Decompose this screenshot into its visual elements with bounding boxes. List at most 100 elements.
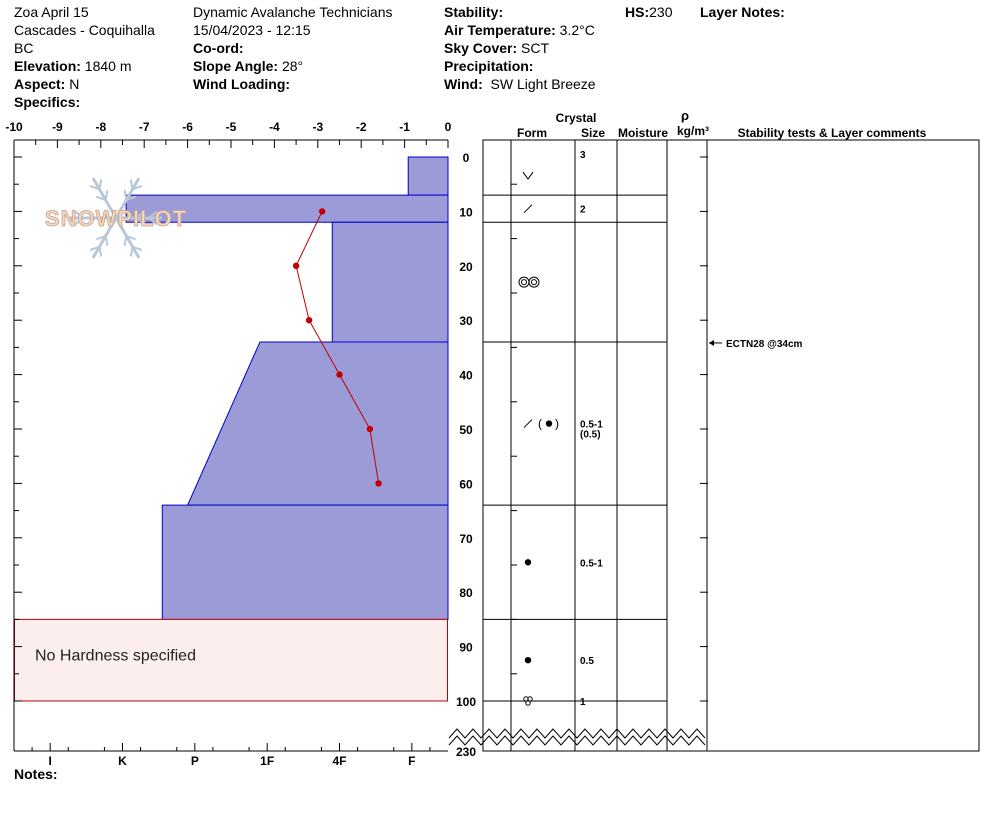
specifics: Specifics: [14, 94, 81, 110]
layer-size-5: 0.5 [580, 656, 594, 667]
depth-break-zigzag-bottom [448, 735, 706, 746]
snowflake-branch [104, 235, 109, 246]
temperature-point-5 [375, 480, 382, 487]
hardness-layer-2 [331, 221, 449, 343]
snowflake-branch [132, 245, 143, 252]
melt-freeze-crust-icon [528, 276, 540, 288]
elevation: Elevation: 1840 m [14, 58, 132, 74]
precipitation: Precipitation: [444, 58, 534, 74]
snowflake-arm-5 [114, 177, 141, 219]
layer-table: Crystal Form Size Moisture ρkg/m³ Stability t… [448, 108, 980, 752]
melt-freeze-crust-icon [531, 279, 537, 286]
layer-size-0: 3 [580, 150, 586, 161]
region: BC [14, 40, 34, 56]
axes: -10 -9 -8 -7 -6 -5 -4 -3 -2 -1 0I K P 1F 4F F0102030405… [5, 120, 708, 768]
temperature-point-1 [292, 262, 300, 269]
col-header-crystal: Crystal [556, 111, 597, 125]
snowflake-branch [87, 210, 96, 219]
snowflake-branch [132, 184, 143, 191]
snowflake-arm-4 [91, 177, 118, 219]
snowflake-arm-1 [114, 217, 141, 259]
paren-close: ) [555, 417, 559, 431]
layer-size-1: 2 [580, 205, 586, 216]
stability-test-label-0: ECTN28 @34cm [726, 339, 803, 350]
temp-tick-label: -2 [356, 120, 367, 134]
hardness-tick-label: F [408, 754, 415, 768]
snowpilot-wordmark: SNOWPILOT [45, 206, 187, 231]
snowpilot-logo: SNOWPILOT [44, 177, 187, 259]
depth-tick-label: 20 [459, 260, 473, 274]
no-hardness-text: No Hardness specified [35, 647, 196, 664]
temp-tick-label: -8 [95, 120, 106, 134]
snowflake-branch [98, 246, 103, 257]
snowflake-branch [98, 179, 103, 190]
col-header-form: Form [517, 126, 547, 140]
depth-break-label: 230 [456, 745, 476, 759]
hardness-layer-3 [186, 341, 449, 506]
depth-tick-label: 70 [459, 532, 473, 546]
hardness-layer-4 [161, 504, 449, 620]
snowflake-branch [74, 217, 84, 226]
wind-loading: Wind Loading: [193, 76, 291, 92]
hardness-profile: No Hardness specified [14, 156, 449, 702]
col-header-density: kg/m³ [677, 124, 709, 138]
decomposing-fragments-icon [523, 419, 533, 428]
temp-tick-label: -6 [182, 120, 193, 134]
table-frame [482, 139, 980, 752]
temperature-line [295, 211, 380, 484]
depth-tick-label: 90 [459, 641, 473, 655]
aspect: Aspect: N [14, 76, 80, 92]
organization: Dynamic Avalanche Technicians [193, 4, 393, 20]
col-header-size: Size [581, 126, 605, 140]
snowflake-branch [89, 245, 100, 252]
header-left: Zoa April 15 Cascades - Coquihalla BC El… [14, 3, 155, 111]
wind: Wind: SW Light Breeze [444, 76, 596, 92]
hardness-tick-label: K [118, 754, 127, 768]
col-header-rho: ρ [681, 108, 689, 123]
snowflake-branch [129, 246, 134, 257]
temp-tick-label: -10 [5, 120, 23, 134]
hardness-tick-label: P [191, 754, 199, 768]
snowflake-branch [129, 179, 134, 190]
hardness-tick-label: 1F [260, 754, 274, 768]
snowflake-branch [148, 217, 158, 226]
no-hardness-box [14, 618, 448, 702]
precip-particles-icon [522, 171, 534, 180]
snowflake-branch [136, 210, 145, 219]
temp-tick-label: -4 [269, 120, 280, 134]
snowflake-branch [89, 184, 100, 191]
snowflake-branch [126, 195, 137, 202]
snowflake-branch [87, 217, 96, 226]
depth-tick-label: 10 [459, 205, 473, 219]
temperature-point-3 [336, 371, 343, 378]
melt-freeze-crust-icon [521, 279, 527, 286]
header-right: Stability: Air Temperature: 3.2°C Sky Co… [444, 3, 596, 93]
melt-freeze-crust-icon [518, 276, 530, 288]
temperature-profile [292, 208, 382, 487]
depth-break-zigzag-top [448, 728, 706, 739]
col-header-moisture: Moisture [618, 126, 668, 140]
depth-tick-label: 0 [463, 151, 470, 165]
hs: HS:230 [625, 4, 673, 20]
rounded-grains-icon [524, 559, 532, 566]
decomposing-fragments-icon [523, 204, 533, 214]
slope-angle: Slope Angle: 28° [193, 58, 304, 74]
temp-tick-label: -9 [52, 120, 63, 134]
snowflake-branch [126, 234, 137, 241]
hardness-tick-label: I [48, 754, 51, 768]
layer-notes: Layer Notes: [700, 4, 785, 20]
snowflake-branch [148, 210, 158, 219]
temp-tick-label: 0 [445, 120, 452, 134]
rounded-grains-icon [545, 420, 553, 427]
temp-tick-label: -5 [226, 120, 237, 134]
depth-tick-label: 30 [459, 314, 473, 328]
stability-test-arrowhead [709, 339, 714, 346]
layer-size-6: 1 [580, 697, 586, 708]
snowflake-branch [123, 190, 128, 201]
datetime: 15/04/2023 - 12:15 [193, 22, 311, 38]
coord: Co-ord: [193, 40, 244, 56]
depth-tick-label: 60 [459, 477, 473, 491]
snowflake-branch [95, 234, 106, 241]
temp-tick-label: -3 [312, 120, 323, 134]
